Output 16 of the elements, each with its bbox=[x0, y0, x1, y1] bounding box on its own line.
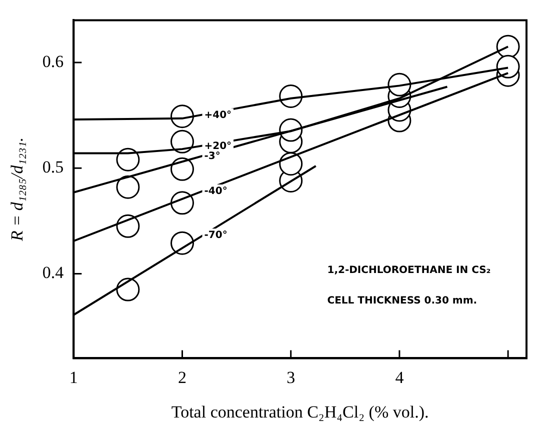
series-label: +40° bbox=[204, 110, 232, 121]
annotation: 1,2-DICHLOROETHANE IN CS₂ bbox=[327, 264, 491, 276]
x-tick-label: 1 bbox=[69, 368, 78, 387]
series-label: +20° bbox=[204, 141, 232, 152]
x-tick-label: 3 bbox=[286, 368, 296, 387]
y-tick-label: 0.6 bbox=[42, 52, 64, 71]
series-label: -40° bbox=[204, 186, 228, 198]
series-label: -70° bbox=[204, 230, 228, 242]
x-axis-title: Total concentration C₂H₄Cl₂ (% vol.). bbox=[171, 402, 429, 422]
annotation: CELL THICKNESS 0.30 mm. bbox=[327, 295, 478, 306]
y-tick-label: 0.4 bbox=[42, 263, 64, 282]
series-label: -3° bbox=[204, 151, 220, 162]
y-axis-title: R = d₁₂₈₅/d₁₂₃₁. bbox=[8, 137, 27, 242]
x-tick-label: 4 bbox=[395, 368, 404, 387]
x-tick-label: 2 bbox=[178, 368, 186, 387]
y-tick-label: 0.5 bbox=[42, 158, 64, 177]
